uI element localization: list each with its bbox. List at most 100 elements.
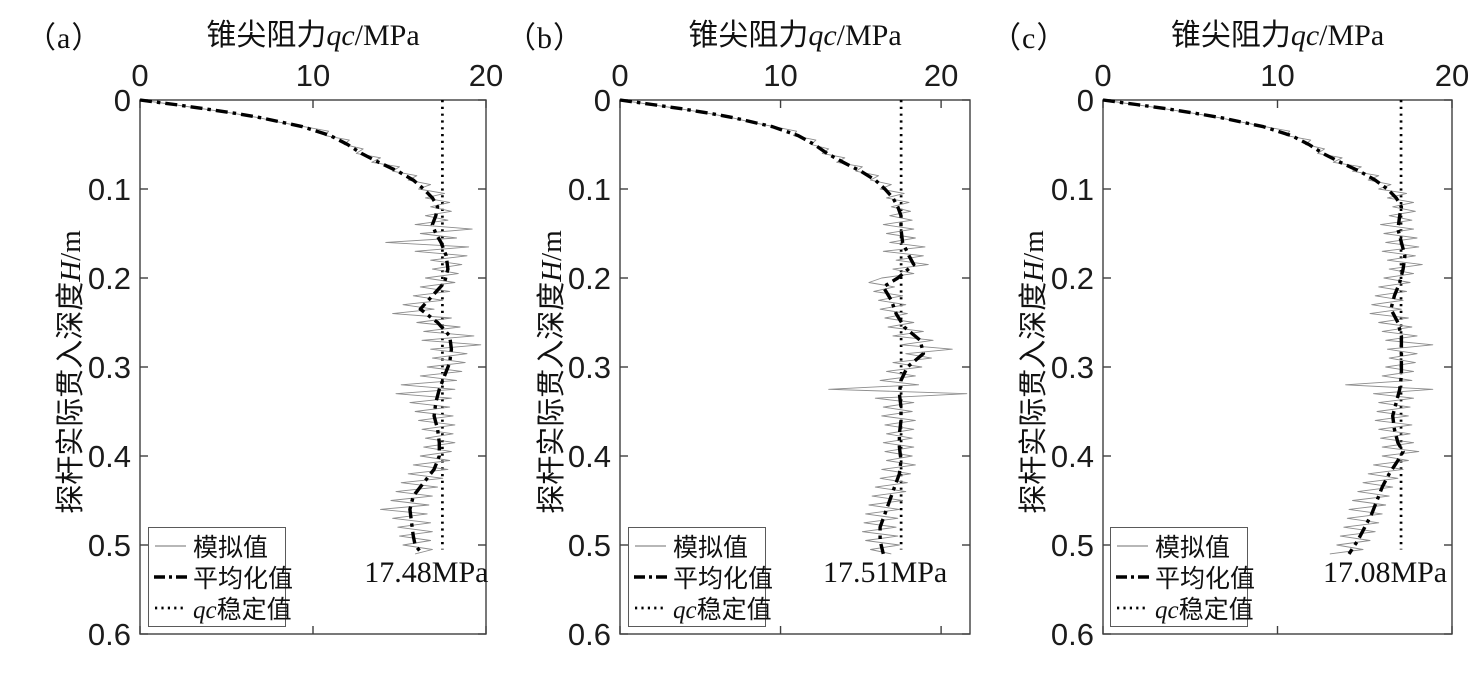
simulated-line-sample-icon — [155, 545, 186, 547]
title-text: 锥尖阻力 — [206, 19, 327, 52]
x-tick-label: 0 — [131, 58, 148, 93]
legend-item-stable: qc稳定值 — [1115, 593, 1254, 624]
ylabel-italic-H: H — [55, 260, 87, 282]
simulated-line — [139, 99, 482, 555]
y-tick-label: 0.6 — [568, 617, 611, 652]
x-tick-label: 0 — [1094, 58, 1111, 93]
ylabel-italic-H: H — [536, 260, 568, 282]
ylabel-unit: /m — [55, 230, 87, 261]
stable-line-sample-icon — [155, 606, 187, 610]
legend-b: 模拟值 平均化值 qc稳定值 — [628, 527, 773, 627]
simulated-line — [1102, 99, 1434, 555]
title-text: 锥尖阻力 — [688, 19, 809, 52]
y-tick-label: 0 — [114, 83, 131, 118]
averaged-line — [1102, 98, 1407, 555]
title-unit: /MPa — [354, 19, 420, 52]
y-tick-label: 0.1 — [88, 172, 131, 207]
y-tick-label: 0.5 — [1051, 528, 1094, 563]
x-tick-label: 10 — [296, 58, 330, 93]
legend-item-stable: qc稳定值 — [633, 593, 772, 624]
legend-item-simulated: 模拟值 — [633, 530, 761, 562]
legend-item-stable: qc稳定值 — [153, 593, 292, 624]
y-tick-label: 0.5 — [88, 528, 131, 563]
y-tick-label: 0.2 — [88, 261, 131, 296]
averaged-line-sample-icon — [634, 575, 668, 579]
chart-title-c: 锥尖阻力qc/MPa — [1103, 10, 1452, 54]
x-tick-label: 20 — [1435, 58, 1469, 93]
legend-a: 模拟值 平均化值 qc稳定值 — [148, 527, 293, 627]
panel-label-c: （c） — [991, 22, 1068, 55]
legend-label: 平均化值 — [673, 565, 774, 593]
averaged-line — [619, 98, 926, 555]
simulated-line — [619, 99, 968, 555]
y-tick-label: 0.4 — [1051, 439, 1094, 474]
y-axis-label-a: 探杆实际贯入深度H/m — [47, 230, 89, 514]
legend-item-averaged: 平均化值 — [633, 561, 773, 593]
legend-label: 模拟值 — [1155, 534, 1231, 562]
y-tick-label: 0.3 — [1051, 350, 1094, 385]
y-axis-label-b: 探杆实际贯入深度H/m — [528, 230, 570, 514]
y-tick-label: 0.1 — [1051, 172, 1094, 207]
chart-panel-a: 0 10 20 0 0.1 0.2 0.3 0.4 0.5 0.6 — [88, 58, 503, 652]
averaged-line-sample-icon — [1116, 575, 1150, 579]
y-tick-label: 0.2 — [1051, 261, 1094, 296]
title-italic-qc: qc — [1290, 19, 1320, 52]
y-tick-label: 0 — [1077, 83, 1094, 118]
y-tick-label: 0.6 — [88, 617, 131, 652]
y-axis-label-c: 探杆实际贯入深度H/m — [1010, 230, 1052, 514]
x-tick-label: 20 — [924, 58, 958, 93]
title-unit: /MPa — [836, 19, 902, 52]
ylabel-unit: /m — [1018, 230, 1050, 261]
ylabel-unit: /m — [536, 230, 568, 261]
legend-label: qc稳定值 — [673, 597, 772, 625]
stable-value-annotation-a: 17.48MPa — [364, 556, 489, 589]
y-tick-label: 0.6 — [1051, 617, 1094, 652]
legend-label: qc稳定值 — [193, 597, 292, 625]
ylabel-italic-H: H — [1018, 260, 1050, 282]
title-italic-qc: qc — [808, 19, 837, 52]
chart-panel-b: 0 10 20 0 0.1 0.2 0.3 0.4 0.5 0.6 — [568, 58, 971, 652]
y-tick-label: 0.1 — [568, 172, 611, 207]
y-tick-label: 0.4 — [568, 439, 611, 474]
title-italic-qc: qc — [326, 19, 355, 52]
ylabel-text: 探杆实际贯入深度 — [1018, 281, 1050, 514]
stable-line-sample-icon — [635, 606, 667, 610]
legend-label: 平均化值 — [193, 565, 294, 593]
y-tick-label: 0.3 — [568, 350, 611, 385]
panel-label-b: （b） — [506, 22, 584, 55]
legend-label: 模拟值 — [193, 534, 269, 562]
stable-value-annotation-c: 17.08MPa — [1322, 556, 1448, 589]
legend-item-simulated: 模拟值 — [153, 530, 281, 562]
averaged-line — [139, 98, 454, 555]
stable-line-sample-icon — [1117, 606, 1149, 610]
y-tick-label: 0.2 — [568, 261, 611, 296]
simulated-line-sample-icon — [1117, 545, 1148, 547]
averaged-line-sample-icon — [154, 575, 188, 579]
legend-label: qc稳定值 — [1155, 597, 1254, 625]
y-tick-label: 0 — [594, 83, 611, 118]
legend-item-averaged: 平均化值 — [1115, 561, 1255, 593]
stable-value-annotation-b: 17.51MPa — [823, 556, 948, 589]
title-text: 锥尖阻力 — [1170, 19, 1291, 52]
legend-item-averaged: 平均化值 — [153, 561, 293, 593]
x-tick-label: 20 — [469, 58, 503, 93]
x-tick-label: 10 — [763, 58, 797, 93]
chart-title-b: 锥尖阻力qc/MPa — [620, 10, 970, 54]
chart-title-a: 锥尖阻力qc/MPa — [140, 10, 486, 54]
title-unit: /MPa — [1319, 19, 1385, 52]
legend-label: 模拟值 — [673, 534, 749, 562]
legend-label: 平均化值 — [1155, 565, 1256, 593]
y-tick-label: 0.4 — [88, 439, 131, 474]
simulated-line-sample-icon — [635, 545, 666, 547]
panel-label-a: （a） — [26, 22, 103, 55]
ylabel-text: 探杆实际贯入深度 — [536, 281, 568, 514]
ylabel-text: 探杆实际贯入深度 — [55, 281, 87, 514]
x-tick-label: 0 — [611, 58, 628, 93]
y-tick-label: 0.5 — [568, 528, 611, 563]
legend-item-simulated: 模拟值 — [1115, 530, 1243, 562]
legend-c: 模拟值 平均化值 qc稳定值 — [1110, 527, 1255, 627]
chart-panel-c: 0 10 20 0 0.1 0.2 0.3 0.4 0.5 0.6 — [1051, 58, 1469, 652]
x-tick-label: 10 — [1260, 58, 1294, 93]
